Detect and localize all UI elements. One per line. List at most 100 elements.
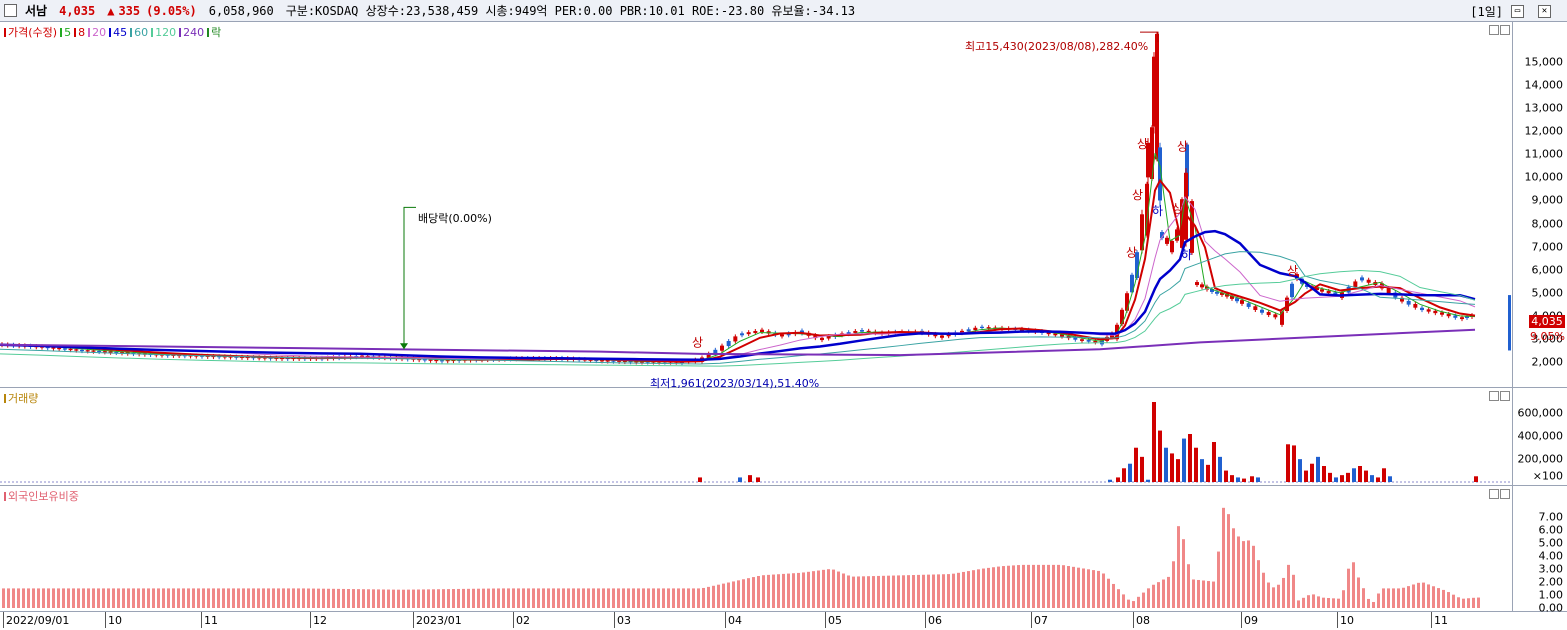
candle-body [108, 351, 113, 353]
foreign-bar [892, 575, 895, 608]
panel-close-icon[interactable] [1500, 489, 1510, 499]
foreign-bar [547, 588, 550, 608]
volume-bar [1474, 476, 1478, 482]
foreign-bar [1092, 570, 1095, 608]
legend-swatch [74, 28, 77, 37]
panel-minimize-icon[interactable] [1489, 391, 1499, 401]
volume-chart[interactable] [0, 388, 1513, 486]
y-tick-label: 12,000 [1524, 124, 1564, 138]
candle-body [1150, 127, 1154, 180]
panel-close-icon[interactable] [1500, 25, 1510, 35]
legend-item[interactable]: 5 [64, 26, 72, 39]
legend-item[interactable]: 8 [78, 26, 86, 39]
legend-item[interactable]: 240 [183, 26, 205, 39]
foreign-bar [992, 567, 995, 608]
foreign-bar [697, 588, 700, 608]
foreign-bar [692, 588, 695, 608]
foreign-bar [1367, 598, 1370, 608]
foreign-bar [412, 589, 415, 608]
limit-marker: 상 [1287, 264, 1298, 278]
y-tick-label: 9,000 [1531, 193, 1564, 207]
foreign-bar [982, 568, 985, 608]
candle-body [713, 349, 718, 355]
foreign-bar [112, 588, 115, 608]
y-tick-label: 7,000 [1531, 240, 1564, 254]
candle-body [1053, 333, 1058, 336]
foreign-bar [1252, 545, 1255, 608]
legend-item[interactable]: 20 [92, 26, 107, 39]
foreign-bar [1377, 593, 1380, 608]
foreign-bar [1097, 570, 1100, 608]
volume-bar [1224, 470, 1228, 482]
foreign-bar [267, 588, 270, 608]
foreign-bar [587, 588, 590, 608]
foreign-bar [557, 588, 560, 608]
candle-body [285, 358, 290, 360]
foreign-bar [342, 588, 345, 608]
legend-item[interactable]: 45 [113, 26, 128, 39]
candle-body [860, 330, 864, 332]
foreign-bar [1317, 596, 1320, 608]
foreign-bar [1232, 528, 1235, 608]
volume-bar [1334, 477, 1338, 482]
candle-body [268, 357, 273, 359]
foreign-bar [827, 569, 830, 608]
foreign-bar [707, 586, 710, 608]
period-selector[interactable]: [1일] [1470, 5, 1503, 19]
candle-body [1280, 311, 1284, 325]
panel-minimize-icon[interactable] [1489, 489, 1499, 499]
foreign-bar [612, 588, 615, 608]
title-bar: 서남 4,035 ▲ 335 (9.05%) 6,058,960 구분:KOSD… [0, 0, 1567, 22]
select-checkbox[interactable] [4, 4, 17, 17]
foreign-bar [662, 588, 665, 608]
foreign-bar [1062, 565, 1065, 608]
foreign-bar [162, 588, 165, 608]
foreign-bar [242, 588, 245, 608]
candle-body [1152, 56, 1156, 127]
foreign-bar [417, 589, 420, 608]
foreign-bar [1247, 540, 1250, 608]
candle-body [262, 357, 267, 359]
candle-body [200, 355, 204, 357]
foreign-bar [837, 571, 840, 608]
foreign-bar [292, 588, 295, 608]
foreign-bar [582, 588, 585, 608]
volume-bar [1298, 459, 1302, 482]
foreign-bar [947, 574, 950, 608]
stock-info: 구분:KOSDAQ 상장수:23,538,459 시총:949억 PER:0.0… [285, 4, 856, 18]
foreign-chart[interactable] [0, 486, 1513, 612]
foreign-bar [1417, 582, 1420, 608]
foreign-bar [1142, 592, 1145, 608]
y-tick-label: 1.00 [1538, 588, 1564, 602]
foreign-bar [1257, 560, 1260, 608]
panel-minimize-icon[interactable] [1489, 25, 1499, 35]
legend-item[interactable]: 락 [211, 26, 222, 39]
y-tick-label: 5,000 [1531, 286, 1564, 300]
y-tick-label: 6,000 [1531, 263, 1564, 277]
volume-bar [1352, 468, 1356, 482]
legend-item[interactable]: 120 [155, 26, 177, 39]
foreign-bar [1032, 564, 1035, 608]
ma8-line [0, 178, 1476, 363]
legend-item[interactable]: 가격(수정) [8, 26, 58, 39]
foreign-bar [507, 588, 510, 608]
y-tick-label: 7.00 [1538, 510, 1564, 524]
candle-body [1230, 295, 1234, 299]
change-percent: (9.05%) [146, 3, 197, 18]
candle-body [746, 332, 751, 335]
foreign-bar [462, 588, 465, 608]
volume-legend: 거래량 [4, 390, 41, 406]
legend-item[interactable]: 60 [134, 26, 149, 39]
restore-icon[interactable]: ▭ [1511, 5, 1524, 18]
foreign-bar [1012, 565, 1015, 608]
volume-bar [1256, 477, 1260, 482]
candle-body [973, 327, 978, 331]
foreign-bar [862, 576, 865, 608]
candle-body [1125, 293, 1129, 311]
close-icon[interactable]: ✕ [1538, 5, 1551, 18]
y-tick-label: 11,000 [1524, 147, 1564, 161]
panel-close-icon[interactable] [1500, 391, 1510, 401]
candle-body [1400, 297, 1404, 302]
foreign-bar [1102, 573, 1105, 608]
